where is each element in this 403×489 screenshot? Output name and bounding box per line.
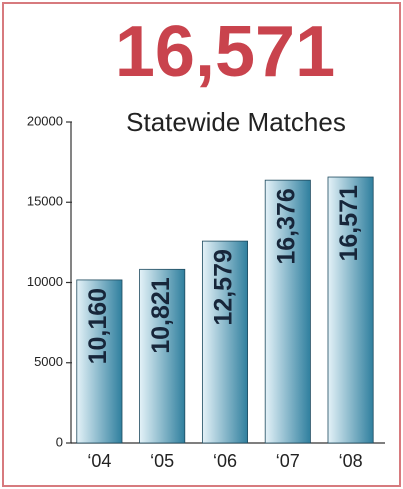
bar bbox=[327, 176, 374, 444]
x-tick-label: ‘04 bbox=[87, 451, 111, 471]
x-tick-label: ‘05 bbox=[150, 451, 174, 471]
value-label: 16,376 bbox=[272, 188, 300, 264]
y-tick-label: 0 bbox=[56, 434, 63, 449]
value-label: 16,571 bbox=[335, 185, 363, 262]
chart-title: 16,571 bbox=[115, 12, 335, 92]
x-tick-label: ‘08 bbox=[339, 451, 363, 471]
bar bbox=[76, 279, 123, 444]
value-label: 10,160 bbox=[84, 288, 112, 364]
x-tick-label: ‘07 bbox=[276, 451, 300, 471]
x-tick-label: ‘06 bbox=[213, 451, 237, 471]
y-tick-label: 5000 bbox=[34, 354, 63, 369]
bar bbox=[139, 268, 186, 444]
value-label: 10,821 bbox=[147, 277, 175, 354]
bar bbox=[201, 240, 249, 444]
y-tick-label: 20000 bbox=[27, 113, 63, 128]
bar bbox=[264, 179, 311, 444]
chart-subtitle: Statewide Matches bbox=[126, 107, 346, 137]
y-tick-label: 15000 bbox=[27, 194, 63, 209]
y-tick-label: 10000 bbox=[27, 274, 63, 289]
value-label: 12,579 bbox=[210, 249, 238, 325]
